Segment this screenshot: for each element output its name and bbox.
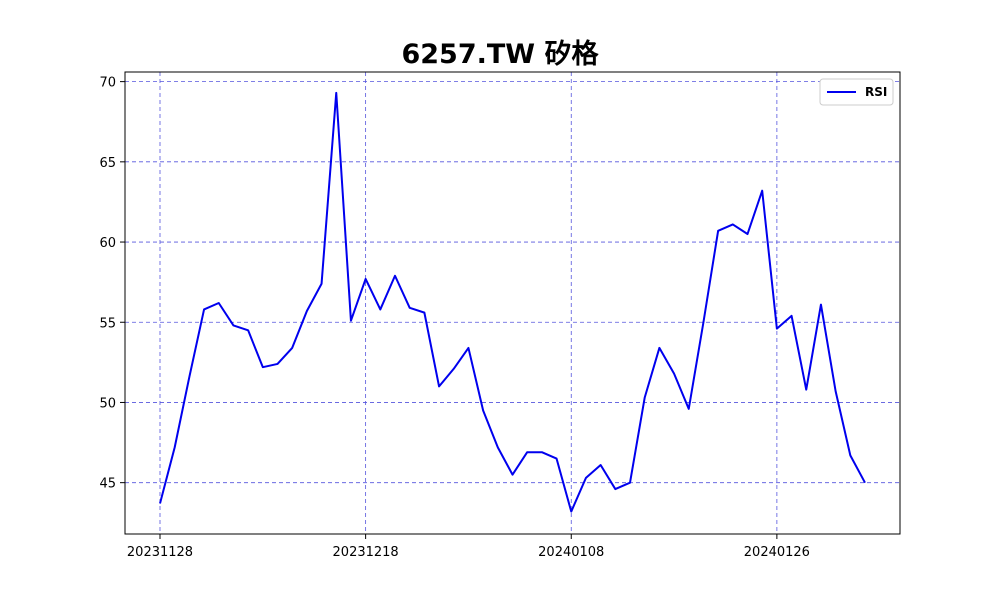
y-tick-label: 70 xyxy=(99,76,116,91)
y-tick-label: 50 xyxy=(99,396,116,411)
plot-area-frame xyxy=(124,71,901,535)
y-tick-label: 55 xyxy=(99,316,116,331)
x-tick-label: 20231128 xyxy=(127,545,193,560)
x-tick-label: 20240108 xyxy=(538,545,604,560)
legend-label-rsi: RSI xyxy=(865,85,887,99)
grid-lines xyxy=(125,72,900,534)
rsi-series-line xyxy=(159,91,866,513)
y-tick-label: 60 xyxy=(99,236,116,251)
y-axis-ticks: 45 50 55 60 65 70 xyxy=(99,76,125,492)
y-tick-label: 45 xyxy=(99,477,116,492)
legend-box xyxy=(819,78,894,106)
x-axis-ticks: 20231128 20231218 20240108 20240126 xyxy=(127,534,810,560)
x-tick-label: 20240126 xyxy=(744,545,810,560)
legend: RSI xyxy=(819,78,894,106)
y-tick-label: 65 xyxy=(99,156,116,171)
x-tick-label: 20231218 xyxy=(333,545,399,560)
chart-title: 6257.TW 矽格 xyxy=(401,39,599,70)
